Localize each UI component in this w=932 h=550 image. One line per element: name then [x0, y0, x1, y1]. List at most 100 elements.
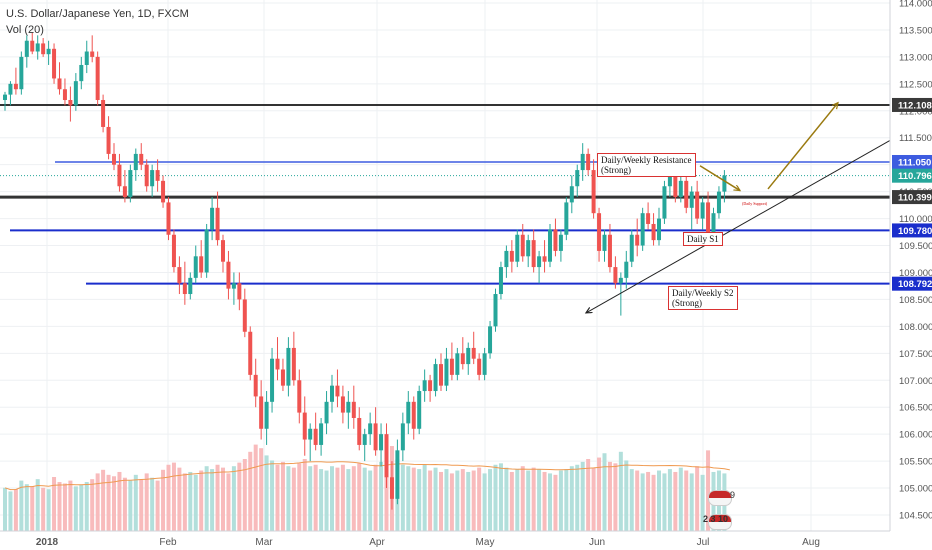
volume-bar [553, 474, 558, 531]
candle-body [117, 164, 122, 187]
candle-body [101, 100, 106, 127]
candle-body [291, 347, 296, 381]
candle-body [41, 43, 46, 55]
candle-body [384, 434, 389, 478]
volume-bar [166, 464, 171, 531]
candle-body [504, 250, 509, 268]
s1-annotation[interactable]: Daily S1 [683, 232, 723, 246]
volume-bar [695, 466, 700, 531]
candle-body [667, 175, 672, 187]
candle-body [106, 126, 111, 154]
volume-bar [19, 480, 24, 531]
resistance-annotation-line-1: Daily/Weekly Resistance [601, 155, 692, 165]
economic-event-flags[interactable]: 9 2 3 10 [700, 488, 740, 534]
volume-bar [537, 469, 542, 531]
flag-count-2: 2 3 10 [703, 514, 729, 524]
candle-body [624, 261, 629, 278]
candle-body [711, 213, 716, 241]
volume-bar [231, 466, 236, 531]
candle-body [90, 51, 95, 57]
volume-bar [471, 470, 476, 531]
candle-body [182, 283, 187, 295]
candle-body [24, 40, 29, 57]
candle-body [133, 153, 138, 171]
price-tag-text: 109.780 [898, 226, 932, 237]
volume-bar [90, 479, 95, 531]
volume-bar [242, 459, 247, 531]
volume-bar [340, 464, 345, 531]
volume-bar [171, 462, 176, 531]
volume-bar [433, 467, 438, 531]
candle-body [537, 256, 542, 268]
candle-body [57, 78, 62, 90]
time-tick-label: Jun [589, 537, 605, 548]
candle-body [68, 100, 73, 106]
volume-bar [139, 479, 144, 531]
candle-body [548, 229, 552, 262]
volume-bar [308, 466, 313, 531]
volume-bar [3, 487, 7, 531]
s2-annotation-line-1: Daily/Weekly S2 [672, 288, 734, 298]
us-flag-icon-2[interactable] [708, 514, 732, 530]
candle-body [689, 191, 694, 208]
volume-bar [444, 469, 449, 531]
volume-bar [226, 473, 231, 531]
volume-bar [629, 469, 634, 531]
time-axis[interactable]: 2018 Feb Mar Apr May Jun Jul Aug [0, 530, 890, 548]
candle-body [716, 191, 721, 214]
volume-bar [280, 461, 285, 531]
candle-body [286, 347, 291, 386]
candle-body [335, 385, 340, 397]
price-axis[interactable]: 104.500 105.000 105.500 106.000 106.500 107.0… [889, 0, 932, 531]
symbol-title[interactable]: U.S. Dollar/Japanese Yen, 1D, FXCM [6, 8, 189, 20]
candle-body [564, 202, 569, 235]
price-tick-label: 108.000 [899, 322, 932, 333]
volume-bar [646, 471, 651, 531]
volume-bar [362, 467, 367, 531]
volume-bar [117, 471, 122, 531]
resistance-annotation[interactable]: Daily/Weekly Resistance (Strong) [597, 153, 696, 177]
candle-body [324, 401, 329, 424]
volume-bar [466, 471, 471, 531]
candle-body [422, 380, 427, 392]
candle-body [253, 374, 258, 397]
candle-body [602, 234, 607, 251]
volume-bar [291, 467, 296, 531]
arrow-up-to-target [767, 103, 838, 190]
candle-body [84, 51, 89, 65]
candle-body [177, 267, 182, 284]
volume-bar [73, 486, 78, 531]
volume-bar [602, 453, 607, 531]
volume-bar [319, 469, 324, 531]
us-flag-icon[interactable] [708, 490, 732, 506]
candle-body [35, 43, 40, 52]
trend-line [586, 139, 891, 312]
candle-body [515, 234, 520, 262]
candle-body [389, 477, 394, 499]
grid [0, 0, 890, 531]
volume-bar [607, 461, 612, 531]
volume-bars [3, 444, 727, 531]
candle-body [112, 153, 116, 165]
candle-body [3, 94, 7, 101]
candle-body [264, 401, 269, 429]
volume-indicator-label[interactable]: Vol (20) [6, 24, 44, 36]
candle-body [19, 56, 24, 90]
s2-annotation[interactable]: Daily/Weekly S2 (Strong) [668, 286, 738, 310]
volume-bar [373, 464, 378, 531]
price-tick-label: 109.500 [899, 241, 932, 252]
candle-body [357, 417, 362, 445]
candle-body [542, 256, 547, 262]
volume-bar [406, 466, 411, 531]
candle-body [215, 207, 220, 241]
candle-body [586, 153, 591, 171]
volume-bar [275, 464, 280, 531]
time-tick-label: Feb [159, 537, 177, 548]
candle-body [428, 380, 433, 392]
candle-body [319, 423, 324, 445]
candle-body [259, 396, 264, 429]
volume-bar [548, 473, 552, 531]
candle-body [493, 294, 498, 327]
candle-body [237, 283, 242, 300]
